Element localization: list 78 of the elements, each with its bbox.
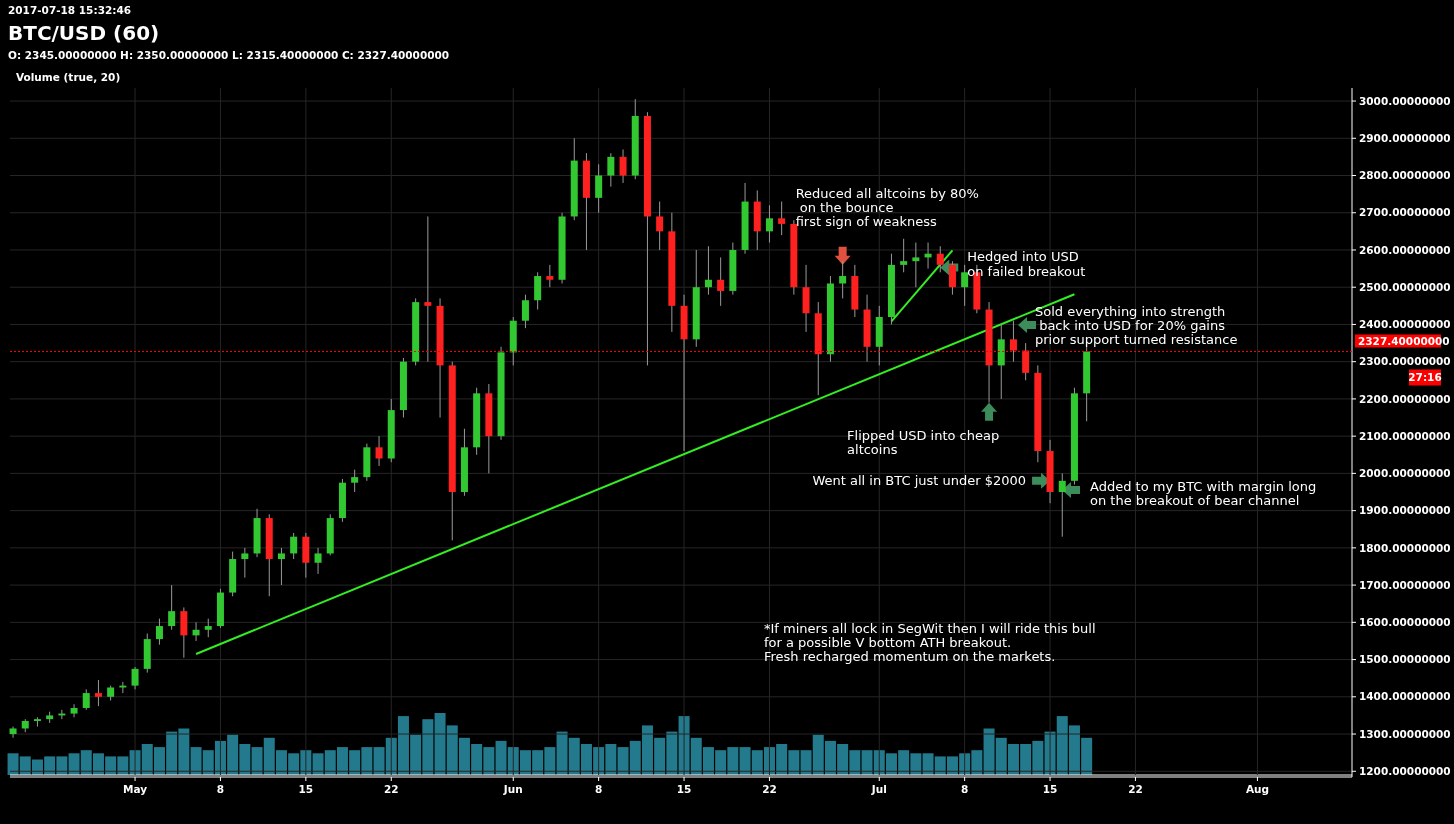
candlestick: [290, 532, 298, 560]
y-tick-label: 2700.00000000: [1359, 206, 1451, 219]
y-tick-label: 2100.00000000: [1359, 429, 1451, 442]
candlestick: [192, 621, 200, 642]
candlestick: [912, 242, 920, 288]
candlestick: [948, 260, 956, 296]
candlestick: [94, 679, 102, 707]
x-tick-label: 22: [383, 783, 399, 795]
x-tick-label: Aug: [1245, 783, 1270, 795]
y-tick-label: 1500.00000000: [1359, 653, 1451, 666]
candlestick: [656, 201, 664, 251]
candlestick: [82, 688, 90, 711]
candlestick: [375, 435, 383, 467]
annotation: Hedged into USD on failed breakout: [967, 249, 1086, 279]
x-tick-label: Jun: [502, 783, 523, 795]
annotation: *If miners all lock in SegWit then I will ride this bull for a possible V bottom ATH breakout. Fresh recharged momentum on the markets.: [764, 621, 1096, 665]
annotation: Went all in BTC just under $2000: [812, 472, 1027, 488]
candlestick: [314, 547, 322, 575]
chart-title: Volume (true, 20): [16, 71, 121, 83]
candlestick: [961, 264, 969, 307]
y-tick-label: 2500.00000000: [1359, 280, 1451, 293]
candlestick: [704, 245, 712, 296]
candlestick: [277, 547, 285, 586]
candlestick: [607, 152, 615, 188]
candlestick: [155, 618, 163, 646]
candlestick: [168, 584, 176, 631]
y-tick-label: 1800.00000000: [1359, 541, 1451, 554]
y-tick-label: 1900.00000000: [1359, 504, 1451, 517]
text: 2017-07-18 15:32:46: [8, 4, 132, 16]
y-tick-label: 1700.00000000: [1359, 578, 1451, 591]
y-tick-label: 2000.00000000: [1359, 467, 1451, 480]
y-tick-label: 2800.00000000: [1359, 169, 1451, 182]
x-tick-label: 22: [762, 783, 777, 795]
candlestick: [839, 260, 847, 299]
candlestick: [778, 201, 786, 236]
x-tick-label: 22: [1128, 783, 1143, 795]
candlestick: [900, 238, 908, 273]
candlestick: [936, 245, 944, 273]
chart-title: BTC/USD (60): [8, 21, 160, 45]
candlestick: [765, 204, 773, 244]
candlestick: [521, 294, 529, 329]
candlestick: [70, 703, 78, 718]
candlestick: [9, 726, 17, 739]
y-tick-label: 2200.00000000: [1359, 392, 1451, 405]
y-tick-label: 1300.00000000: [1359, 727, 1451, 740]
annotation: Sold everything into strength back into USD for 20% gains prior support turned resistance: [1035, 304, 1238, 348]
candlestick: [546, 264, 554, 288]
chart-subtitle: O: 2345.00000000 H: 2350.00000000 L: 2315.40000000 C: 2327.40000000: [8, 49, 450, 61]
y-tick-label: 2300.00000000: [1359, 355, 1451, 368]
annotation: Added to my BTC with margin long on the breakout of bear channel: [1090, 479, 1317, 509]
candlestick: [595, 163, 603, 214]
annotation: Reduced all altcoins by 80% on the bounce first sign of weakness: [795, 185, 979, 229]
candlestick: [717, 256, 725, 307]
candlestick: [424, 215, 432, 363]
x-tick-label: May: [123, 783, 148, 795]
x-tick-label: 8: [594, 783, 603, 795]
candlestick: [1022, 342, 1030, 381]
y-tick-label: 3000.00000000: [1359, 94, 1451, 107]
y-tick-label: 1400.00000000: [1359, 690, 1451, 703]
x-tick-label: 8: [960, 783, 969, 795]
x-tick-label: 15: [676, 783, 692, 795]
candlestick: [131, 666, 139, 690]
candlestick: [1058, 472, 1066, 538]
x-tick-label: 15: [298, 783, 314, 795]
x-tick-label: 15: [1042, 783, 1058, 795]
y-tick-label: 1600.00000000: [1359, 616, 1451, 629]
y-tick-label: 2400.00000000: [1359, 318, 1451, 331]
x-tick-label: Jul: [870, 783, 887, 795]
candlestick: [241, 547, 249, 579]
candlestick: [1009, 320, 1017, 363]
y-tick-label: 2600.00000000: [1359, 243, 1451, 256]
candlestick: [351, 469, 359, 493]
y-tick-label: 2900.00000000: [1359, 131, 1451, 144]
x-tick-label: 8: [216, 783, 225, 795]
annotation: Flipped USD into cheap altcoins: [847, 427, 1000, 457]
candlestick: [204, 618, 212, 638]
candlestick: [619, 148, 627, 184]
y-tick-label: 1200.00000000: [1359, 764, 1451, 777]
